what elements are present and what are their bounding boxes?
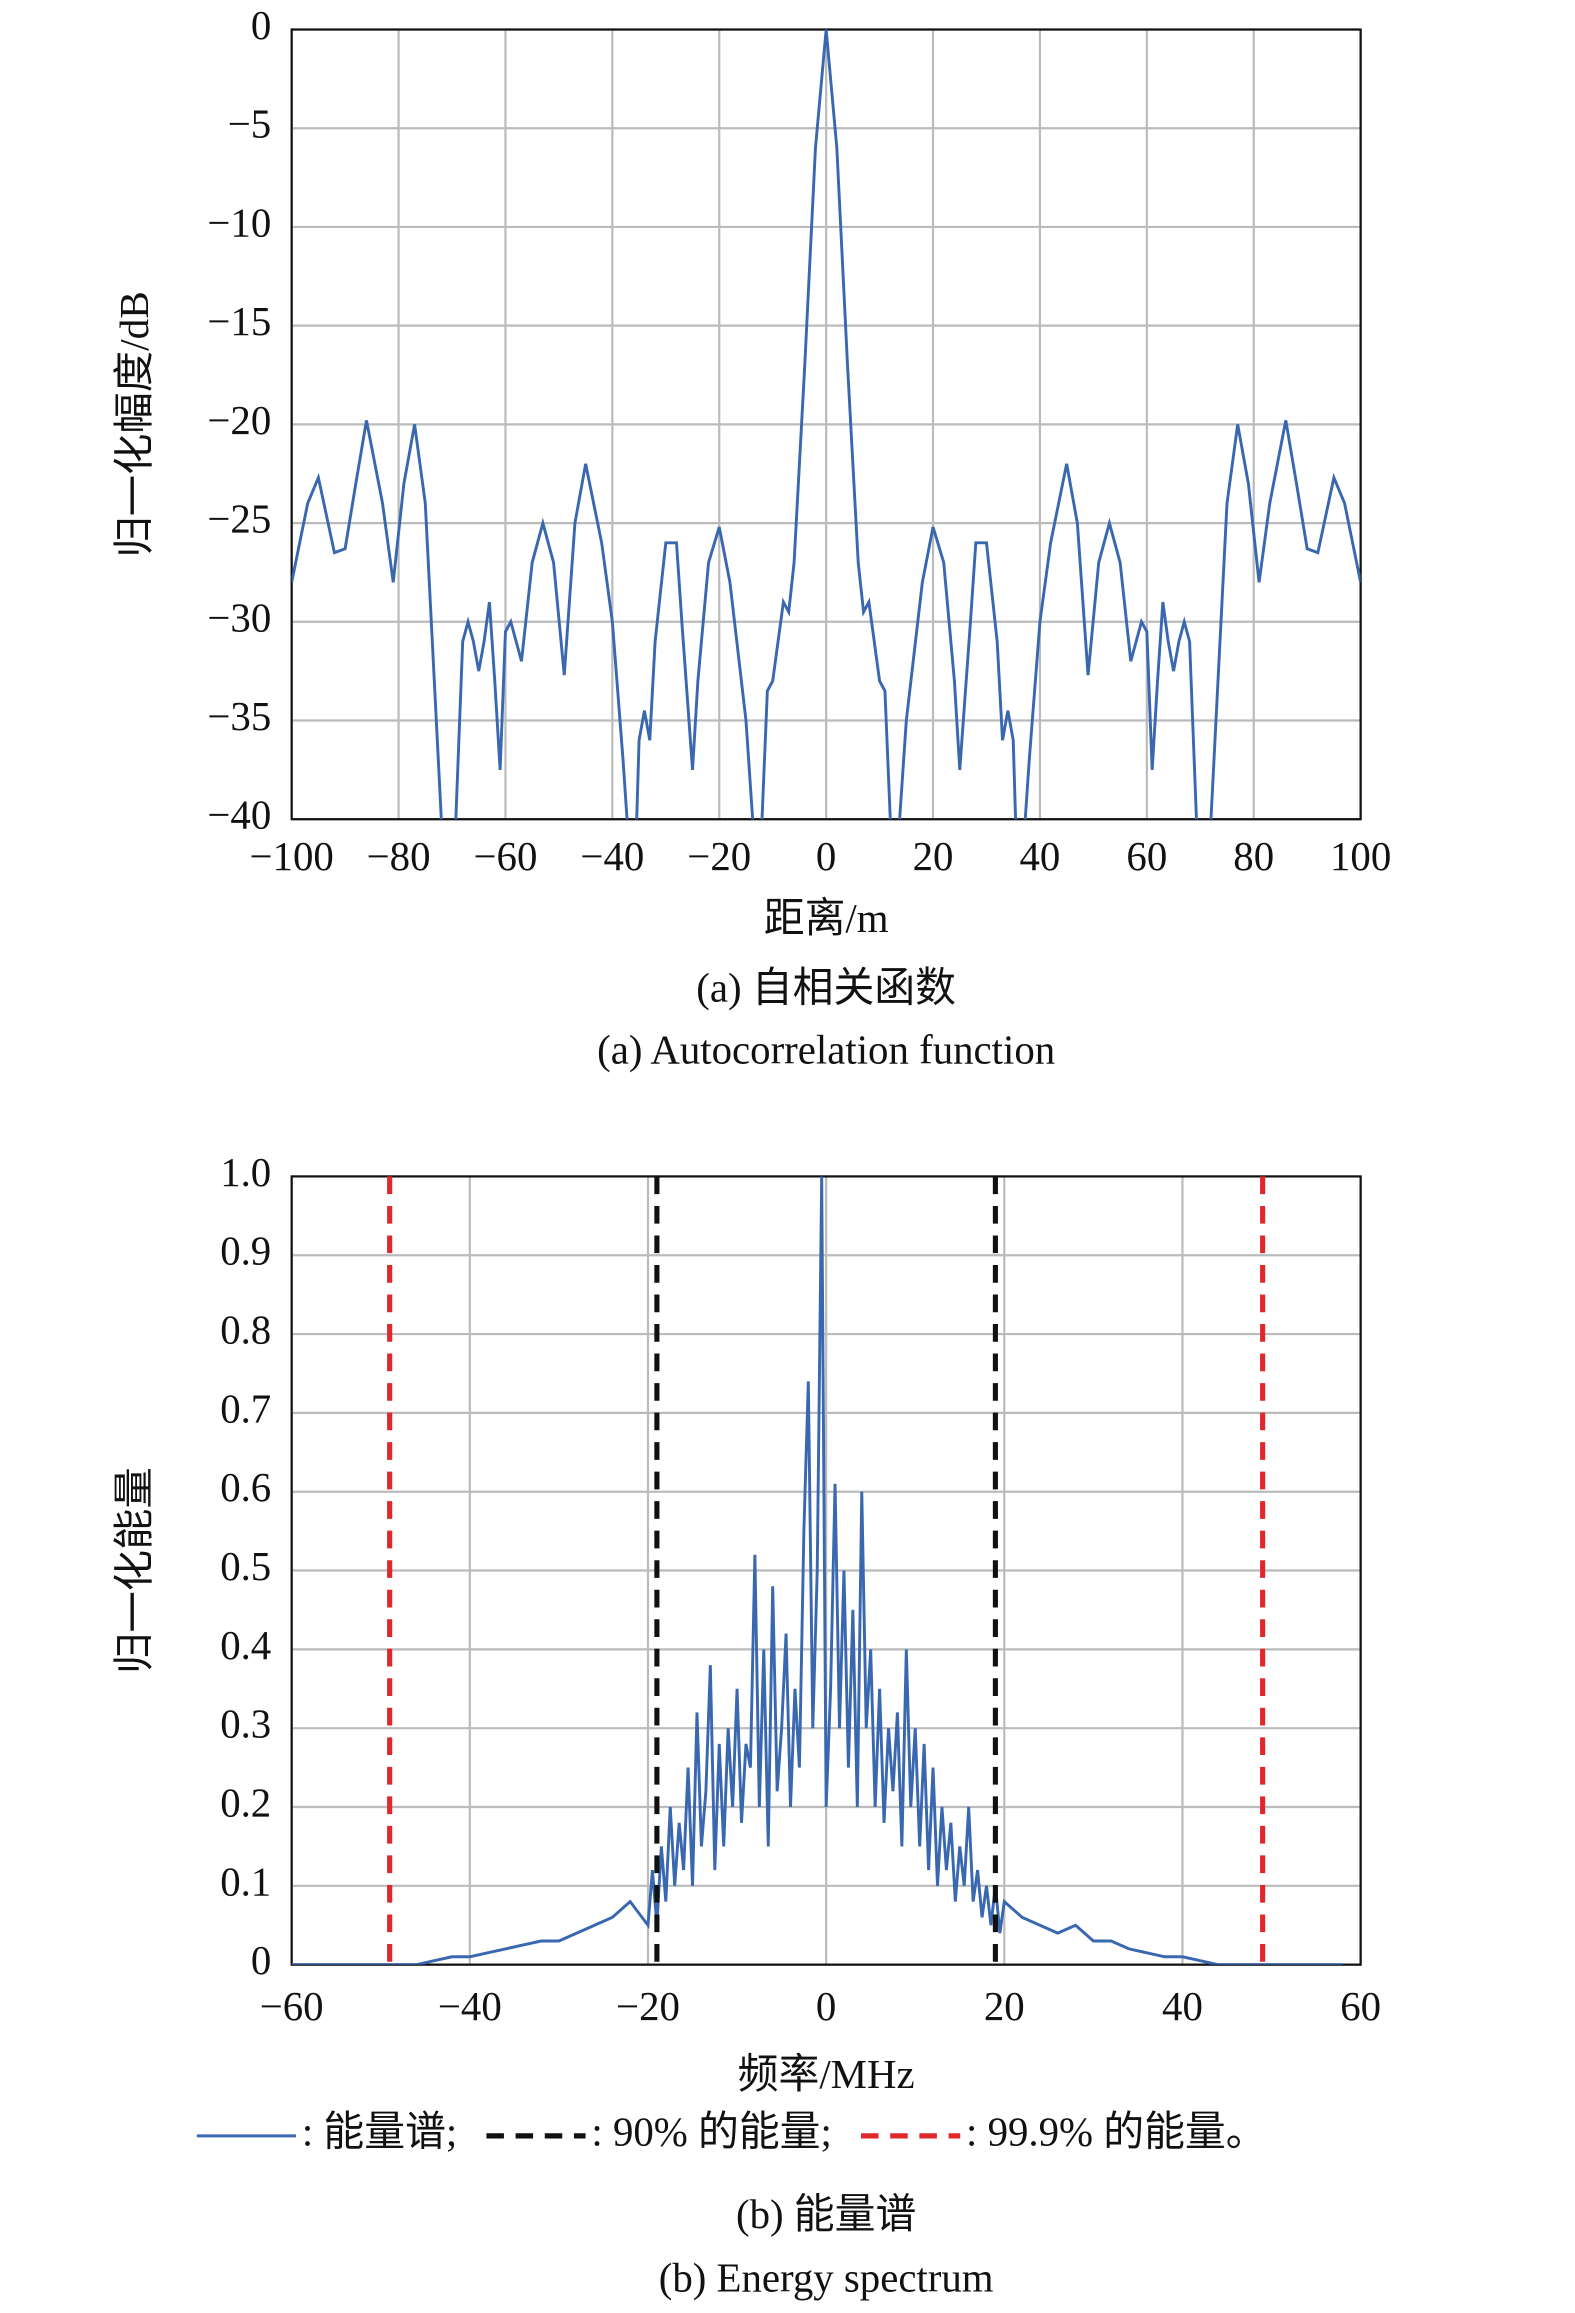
- legend-label: : 能量谱;: [302, 2108, 457, 2154]
- y-tick-label: 0.4: [220, 1622, 271, 1668]
- x-tick-label: 40: [1162, 1983, 1203, 2029]
- x-tick-label: 0: [816, 833, 836, 879]
- caption: (a) 自相关函数: [696, 964, 956, 1010]
- caption-en: (b) Energy spectrum: [659, 2254, 994, 2300]
- y-tick-label: 0.5: [220, 1543, 271, 1589]
- x-tick-label: −40: [438, 1983, 502, 2029]
- x-tick-label: −40: [580, 833, 644, 879]
- x-tick-label: 60: [1340, 1983, 1381, 2029]
- y-tick-label: 0.3: [220, 1700, 271, 1746]
- y-tick-label: 0.8: [220, 1306, 271, 1352]
- y-tick-label: 0: [251, 2, 271, 48]
- y-axis-label: 归一化能量: [111, 1467, 157, 1674]
- y-tick-label: −15: [207, 298, 271, 344]
- y-tick-label: 0.6: [220, 1464, 271, 1510]
- y-tick-label: 0.1: [220, 1858, 271, 1904]
- x-tick-label: 60: [1126, 833, 1167, 879]
- x-axis-label: 距离/m: [764, 895, 889, 941]
- x-tick-label: −60: [474, 833, 538, 879]
- y-axis-label: 归一化幅度/dB: [111, 291, 157, 557]
- x-tick-label: −100: [250, 833, 334, 879]
- x-tick-label: −20: [687, 833, 751, 879]
- y-tick-label: −5: [228, 100, 271, 146]
- data-line: [291, 1176, 1343, 1965]
- x-tick-label: 0: [816, 1983, 836, 2029]
- y-tick-label: −10: [207, 199, 271, 245]
- x-tick-label: 20: [913, 833, 954, 879]
- y-tick-label: −40: [207, 791, 271, 837]
- caption-en: (a) Autocorrelation function: [597, 1026, 1055, 1072]
- caption: (b) 能量谱: [736, 2191, 916, 2237]
- y-tick-label: 0.9: [220, 1228, 271, 1274]
- y-tick-label: 0: [251, 1937, 271, 1983]
- legend-label: : 99.9% 的能量。: [966, 2108, 1267, 2154]
- x-tick-label: 40: [1020, 833, 1061, 879]
- x-tick-label: 80: [1233, 833, 1274, 879]
- y-tick-label: 1.0: [220, 1149, 271, 1195]
- y-tick-label: −25: [207, 495, 271, 541]
- y-tick-label: 0.2: [220, 1779, 271, 1825]
- y-tick-label: −35: [207, 693, 271, 739]
- y-tick-label: −20: [207, 397, 271, 443]
- x-tick-label: 20: [984, 1983, 1025, 2029]
- x-tick-label: −60: [260, 1983, 324, 2029]
- x-tick-label: −80: [367, 833, 431, 879]
- legend-label: : 90% 的能量;: [591, 2108, 831, 2154]
- y-tick-label: 0.7: [220, 1385, 271, 1431]
- plot-frame: [290, 1175, 1362, 1966]
- x-axis-label: 频率/MHz: [738, 2051, 915, 2097]
- y-tick-label: −30: [207, 594, 271, 640]
- x-tick-label: −20: [616, 1983, 680, 2029]
- data-line: [291, 29, 1361, 820]
- x-tick-label: 100: [1330, 833, 1391, 879]
